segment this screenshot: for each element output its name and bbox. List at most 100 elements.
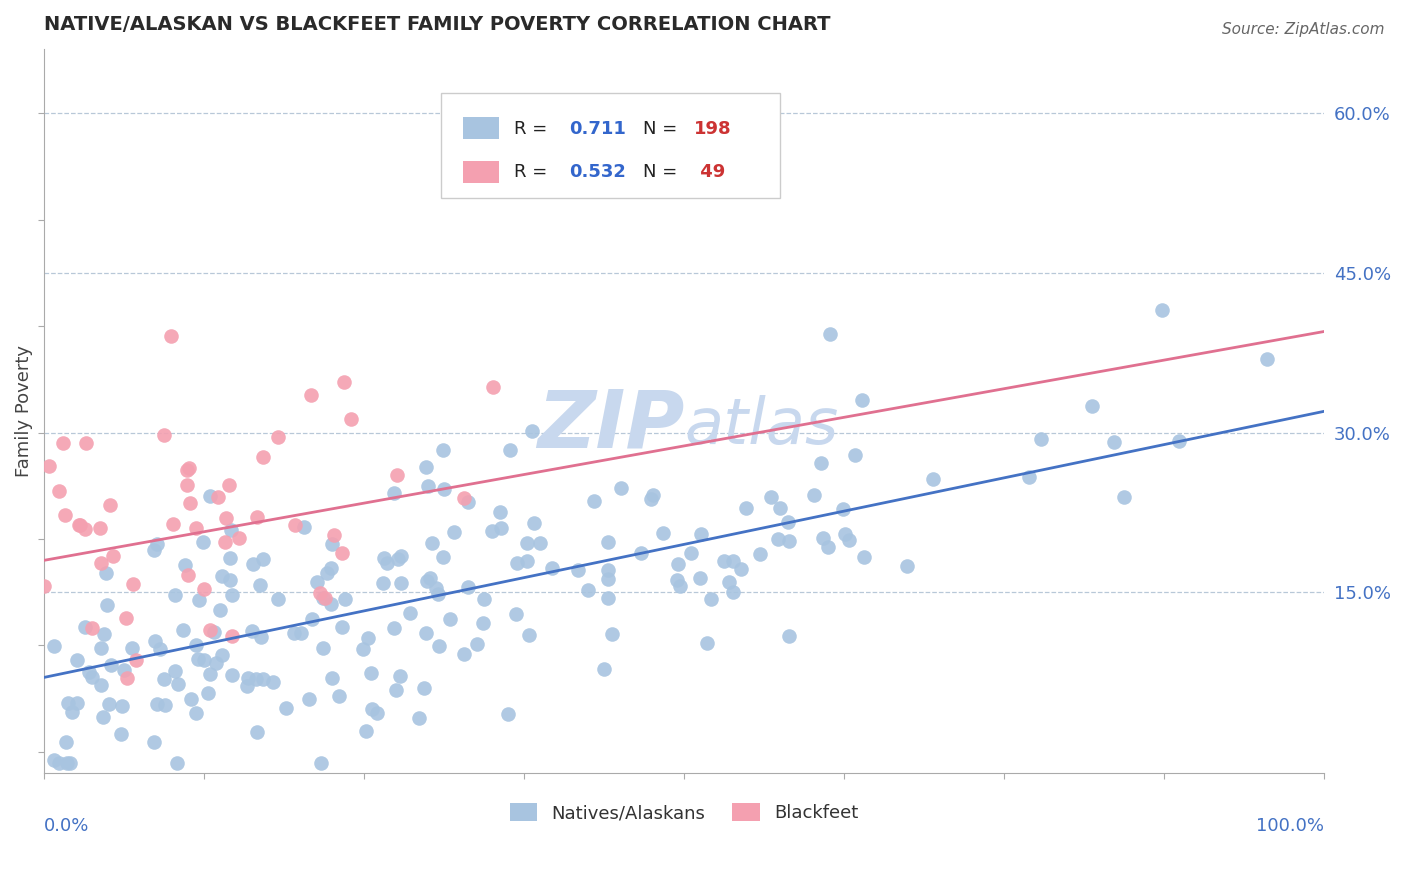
- Point: [262, 674, 284, 689]
- Point: [357, 631, 380, 645]
- Point: [90, 640, 112, 655]
- Point: [166, 677, 188, 691]
- Point: [56, 756, 79, 770]
- Point: [689, 527, 711, 541]
- Point: [149, 642, 172, 657]
- Point: [309, 756, 332, 770]
- Point: [523, 516, 546, 531]
- Point: [252, 552, 274, 566]
- Point: [1081, 399, 1104, 413]
- Point: [115, 611, 138, 625]
- Point: [443, 525, 465, 540]
- Point: [90, 678, 112, 692]
- Point: [453, 491, 475, 505]
- Point: [333, 591, 356, 606]
- Point: [488, 505, 510, 519]
- Point: [202, 625, 225, 640]
- Point: [42, 640, 65, 654]
- Point: [652, 525, 675, 540]
- Point: [59, 756, 82, 770]
- Point: [252, 672, 274, 686]
- Point: [219, 574, 242, 588]
- Text: NATIVE/ALASKAN VS BLACKFEET FAMILY POVERTY CORRELATION CHART: NATIVE/ALASKAN VS BLACKFEET FAMILY POVER…: [44, 15, 831, 34]
- Point: [111, 699, 134, 714]
- Point: [721, 554, 744, 568]
- Point: [520, 424, 543, 438]
- Point: [177, 567, 200, 582]
- Point: [1152, 303, 1174, 318]
- Point: [32, 578, 55, 592]
- Point: [66, 653, 89, 667]
- Point: [844, 448, 866, 462]
- Text: ZIP: ZIP: [537, 387, 685, 465]
- Point: [121, 576, 143, 591]
- Point: [517, 628, 540, 642]
- Point: [284, 517, 307, 532]
- Point: [146, 537, 169, 551]
- Point: [200, 623, 222, 637]
- Point: [89, 521, 111, 535]
- Point: [290, 626, 312, 640]
- Point: [219, 523, 242, 537]
- Point: [75, 522, 97, 536]
- Point: [283, 625, 305, 640]
- Point: [371, 576, 394, 591]
- Point: [66, 696, 89, 710]
- Point: [506, 556, 529, 570]
- Point: [55, 735, 77, 749]
- Point: [211, 648, 233, 662]
- Point: [377, 556, 399, 570]
- Point: [73, 620, 96, 634]
- Point: [90, 556, 112, 570]
- Point: [153, 672, 176, 686]
- Point: [415, 626, 437, 640]
- Point: [813, 531, 835, 545]
- Point: [187, 652, 209, 666]
- Point: [292, 520, 315, 534]
- Point: [723, 584, 745, 599]
- Point: [274, 700, 297, 714]
- Point: [323, 528, 346, 542]
- Point: [389, 549, 412, 563]
- Point: [215, 510, 238, 524]
- Point: [77, 665, 100, 679]
- Text: 0.711: 0.711: [569, 120, 626, 137]
- Point: [219, 551, 242, 566]
- Point: [598, 563, 620, 577]
- Point: [69, 517, 91, 532]
- Point: [198, 667, 221, 681]
- Point: [96, 598, 118, 612]
- Point: [56, 696, 79, 710]
- Point: [439, 611, 461, 625]
- Point: [427, 639, 450, 653]
- Point: [179, 495, 201, 509]
- Point: [165, 664, 187, 678]
- Point: [188, 592, 211, 607]
- Point: [214, 535, 236, 549]
- Point: [101, 549, 124, 564]
- Point: [516, 553, 538, 567]
- Point: [498, 707, 520, 722]
- Point: [330, 546, 353, 560]
- Point: [481, 380, 503, 394]
- Point: [388, 669, 411, 683]
- Point: [416, 479, 439, 493]
- Point: [516, 535, 538, 549]
- Point: [94, 566, 117, 580]
- Point: [425, 582, 447, 596]
- Point: [896, 558, 918, 573]
- Point: [221, 588, 243, 602]
- Point: [321, 536, 343, 550]
- Point: [75, 436, 97, 450]
- Text: 0.532: 0.532: [569, 163, 626, 181]
- Point: [115, 671, 138, 685]
- Point: [457, 495, 479, 509]
- Point: [432, 442, 454, 457]
- Point: [301, 612, 323, 626]
- Point: [82, 670, 104, 684]
- Point: [184, 521, 207, 535]
- Point: [778, 629, 800, 643]
- Y-axis label: Family Poverty: Family Poverty: [15, 345, 32, 477]
- Point: [236, 671, 259, 685]
- Point: [803, 488, 825, 502]
